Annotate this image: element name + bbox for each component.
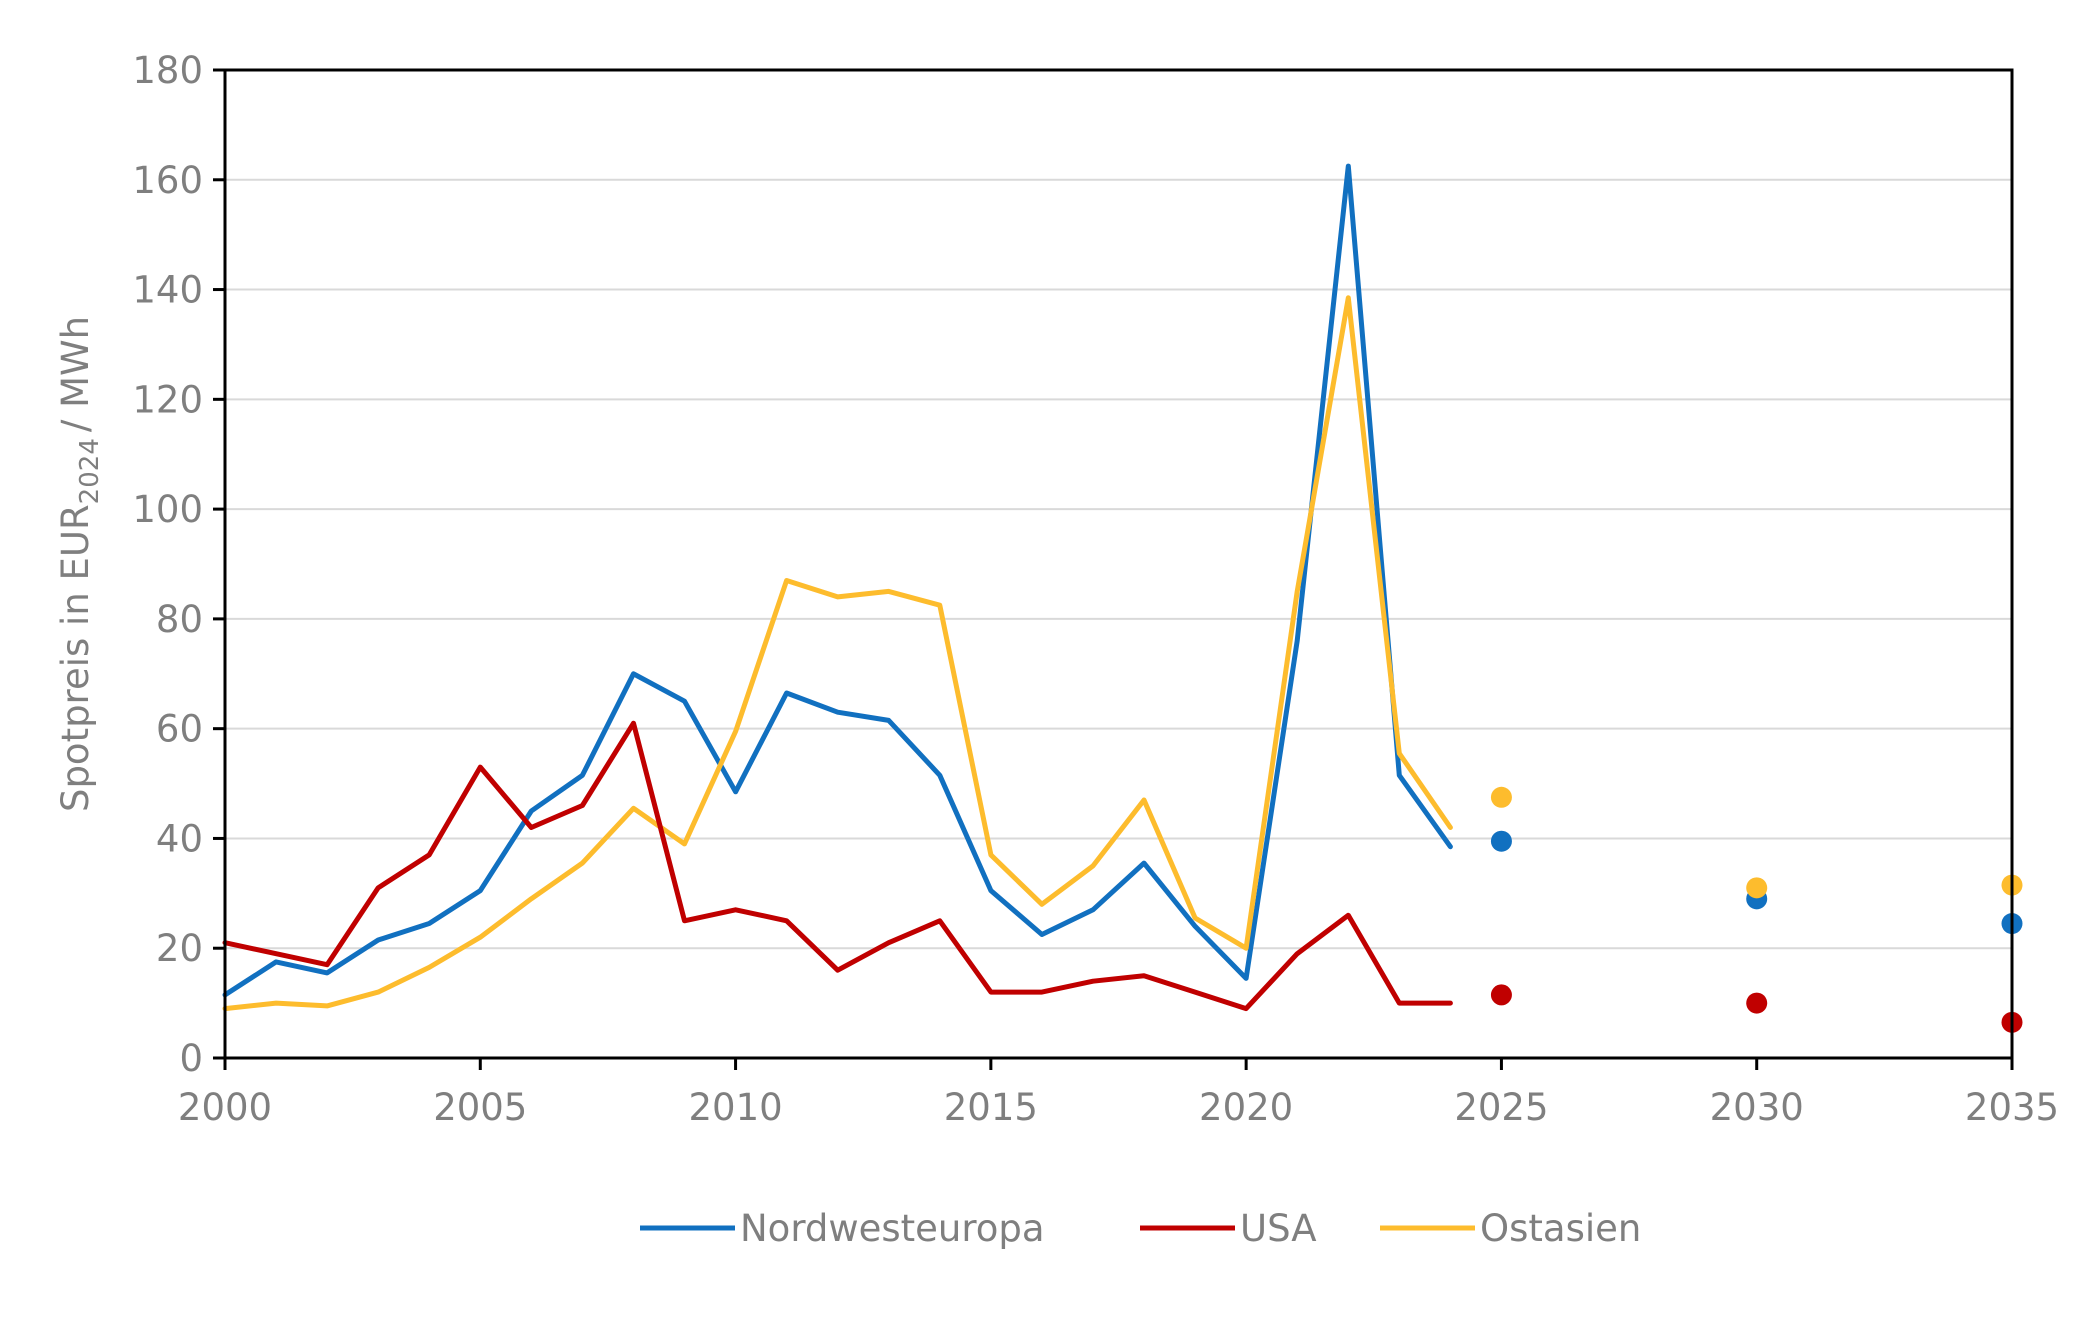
y-tick-label: 40 [156, 817, 203, 860]
plot-area-frame [223, 68, 2014, 1060]
y-tick-label: 180 [132, 49, 203, 92]
projection-points [1490, 786, 2023, 1033]
series-line-usa [222, 720, 1453, 1012]
y-axis-title-unit: / MWh [54, 316, 97, 432]
legend-label-usa: USA [1240, 1207, 1317, 1250]
y-tick-label: 60 [156, 708, 203, 751]
y-tick-label: 100 [132, 488, 203, 531]
x-tick-label: 2020 [1199, 1086, 1293, 1129]
series-lines [222, 163, 1453, 1012]
y-tick-label: 0 [179, 1037, 203, 1080]
gridlines [225, 178, 2012, 950]
x-tick-label: 2015 [944, 1086, 1038, 1129]
y-tick-label: 120 [132, 378, 203, 421]
y-axis-title-subscript: 2024 [75, 438, 105, 504]
x-tick-label: 2035 [1965, 1086, 2059, 1129]
y-tick-label: 160 [132, 159, 203, 202]
projection-point-ostasien [1746, 877, 1768, 899]
legend-label-nordwesteuropa: Nordwesteuropa [740, 1207, 1045, 1250]
projection-point-usa [1490, 984, 1512, 1006]
series-line-nordwesteuropa [222, 163, 1453, 998]
x-tick-label: 2005 [433, 1086, 527, 1129]
series-line-ostasien [222, 295, 1453, 1012]
projection-point-nordwesteuropa [1490, 830, 1512, 852]
y-tick-label: 140 [132, 269, 203, 312]
legend: Nordwesteuropa USA Ostasien [640, 1207, 1641, 1250]
y-axis-title-main: Spotpreis in EUR [54, 504, 97, 812]
x-tick-label: 2025 [1454, 1086, 1548, 1129]
x-tick-label: 2030 [1710, 1086, 1804, 1129]
y-axis-title: Spotpreis in EUR2024 / MWh [54, 316, 105, 812]
legend-label-ostasien: Ostasien [1480, 1207, 1641, 1250]
x-axis-ticks: 2000 2005 2010 2015 2020 2025 2030 2035 [178, 1058, 2059, 1129]
y-axis-ticks: 0 20 40 60 80 100 120 140 160 180 [132, 49, 225, 1080]
projection-point-ostasien [1490, 786, 1512, 808]
x-tick-label: 2000 [178, 1086, 272, 1129]
x-tick-label: 2010 [688, 1086, 782, 1129]
y-tick-label: 80 [156, 598, 203, 641]
y-tick-label: 20 [156, 927, 203, 970]
projection-point-usa [1746, 992, 1768, 1014]
